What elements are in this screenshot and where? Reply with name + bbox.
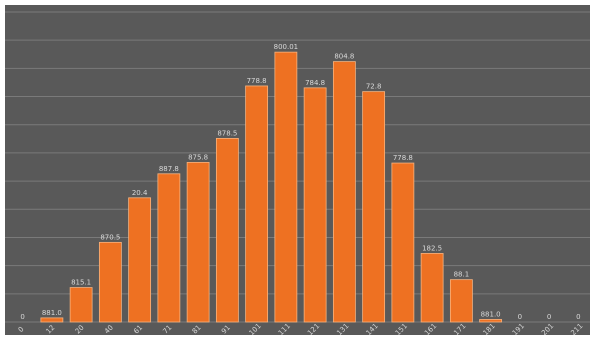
data-label-19: 0 bbox=[576, 313, 580, 321]
data-label-6: 875.8 bbox=[188, 153, 208, 161]
data-label-0: 0 bbox=[20, 313, 24, 321]
data-label-8: 778.8 bbox=[247, 77, 267, 85]
data-label-15: 88.1 bbox=[454, 271, 470, 279]
bar-8 bbox=[245, 85, 269, 323]
data-label-7: 878.5 bbox=[217, 129, 237, 137]
x-tick-label-4: 61 bbox=[132, 324, 144, 335]
bars bbox=[40, 51, 503, 323]
data-label-1: 881.0 bbox=[42, 309, 62, 317]
bar-12 bbox=[362, 91, 386, 323]
data-label-14: 182.5 bbox=[422, 244, 442, 252]
plot-background bbox=[5, 5, 590, 335]
bar-6 bbox=[186, 162, 210, 323]
data-labels: 0 881.0 815.1 870.5 20.4 887.8 875.8 878.5 778.8… bbox=[20, 43, 580, 321]
x-tick-label-5: 71 bbox=[161, 324, 173, 335]
x-tick-label-2: 20 bbox=[74, 324, 86, 335]
data-label-13: 778.8 bbox=[393, 154, 413, 162]
bar-14 bbox=[420, 253, 444, 323]
x-tick-label-3: 40 bbox=[103, 324, 115, 335]
x-tick-label-1: 12 bbox=[44, 324, 56, 335]
data-label-16: 881.0 bbox=[481, 310, 501, 318]
bar-5 bbox=[157, 173, 181, 323]
bar-16 bbox=[479, 319, 503, 323]
data-label-11: 804.8 bbox=[334, 53, 354, 61]
data-label-3: 870.5 bbox=[100, 233, 120, 241]
bar-1 bbox=[40, 317, 64, 323]
data-label-5: 887.8 bbox=[159, 165, 179, 173]
chart: 0 881.0 815.1 870.5 20.4 887.8 875.8 878.5 778.8… bbox=[5, 5, 590, 335]
bar-7 bbox=[215, 138, 239, 323]
data-label-4: 20.4 bbox=[132, 189, 148, 197]
x-tick-label-7: 91 bbox=[220, 324, 232, 335]
data-label-17: 0 bbox=[518, 313, 522, 321]
x-tick-label-0: 0 bbox=[17, 325, 26, 334]
bar-3 bbox=[98, 241, 122, 323]
x-tick-label-6: 81 bbox=[191, 324, 203, 335]
data-label-2: 815.1 bbox=[71, 279, 91, 287]
data-label-18: 0 bbox=[547, 313, 551, 321]
bar-9 bbox=[274, 51, 298, 323]
data-label-10: 784.8 bbox=[305, 79, 325, 87]
bar-4 bbox=[128, 197, 152, 323]
bar-10 bbox=[303, 87, 327, 323]
bar-2 bbox=[69, 287, 93, 323]
data-label-12: 72.8 bbox=[366, 83, 382, 91]
bar-15 bbox=[449, 279, 473, 323]
data-label-9: 800.01 bbox=[274, 43, 299, 51]
bar-11 bbox=[332, 61, 356, 323]
bar-13 bbox=[391, 162, 415, 323]
